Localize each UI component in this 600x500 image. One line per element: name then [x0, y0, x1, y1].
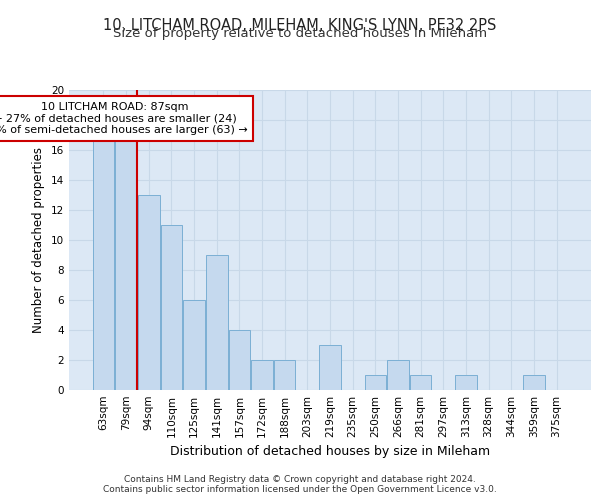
Bar [365, 375, 386, 390]
Bar [115, 135, 137, 390]
Text: Contains HM Land Registry data © Crown copyright and database right 2024.: Contains HM Land Registry data © Crown c… [124, 475, 476, 484]
Bar [523, 375, 545, 390]
Bar [251, 360, 273, 390]
Bar [184, 300, 205, 390]
Text: Size of property relative to detached houses in Mileham: Size of property relative to detached ho… [113, 28, 487, 40]
X-axis label: Distribution of detached houses by size in Mileham: Distribution of detached houses by size … [170, 446, 490, 458]
Bar [410, 375, 431, 390]
Bar [161, 225, 182, 390]
Text: 10, LITCHAM ROAD, MILEHAM, KING'S LYNN, PE32 2PS: 10, LITCHAM ROAD, MILEHAM, KING'S LYNN, … [103, 18, 497, 32]
Text: 10 LITCHAM ROAD: 87sqm
← 27% of detached houses are smaller (24)
71% of semi-det: 10 LITCHAM ROAD: 87sqm ← 27% of detached… [0, 102, 248, 135]
Bar [319, 345, 341, 390]
Bar [274, 360, 295, 390]
Bar [138, 195, 160, 390]
Bar [93, 135, 114, 390]
Bar [229, 330, 250, 390]
Bar [387, 360, 409, 390]
Y-axis label: Number of detached properties: Number of detached properties [32, 147, 46, 333]
Text: Contains public sector information licensed under the Open Government Licence v3: Contains public sector information licen… [103, 485, 497, 494]
Bar [206, 255, 227, 390]
Bar [455, 375, 476, 390]
